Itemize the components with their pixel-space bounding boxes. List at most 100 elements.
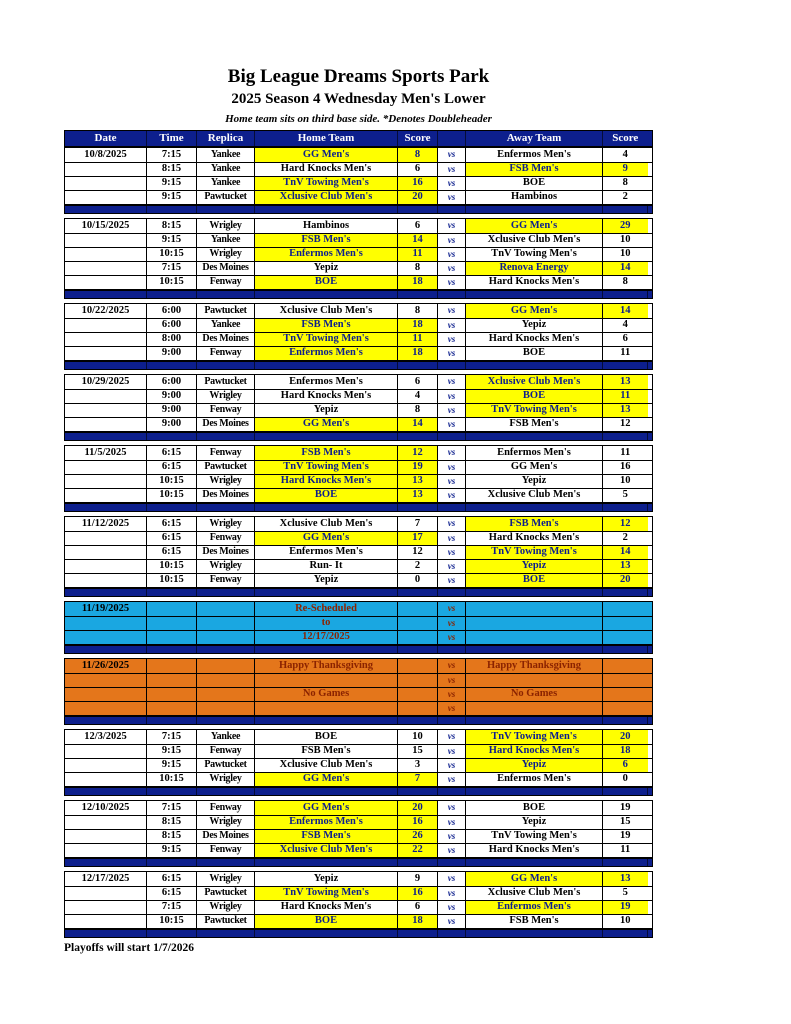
time-cell: 10:15 <box>147 573 197 587</box>
separator-cell <box>197 929 255 937</box>
separator-cell <box>466 205 603 213</box>
home-team-cell: GG Men's <box>255 772 398 786</box>
home-team-cell: TnV Towing Men's <box>255 176 398 190</box>
away-score-cell: 11 <box>620 844 631 856</box>
separator-inner <box>65 503 652 511</box>
away-team-cell: Enfermos Men's <box>466 900 603 914</box>
replica-label: Wrigley <box>209 872 242 884</box>
separator-cell <box>147 205 197 213</box>
time-cell: 9:00 <box>147 417 197 431</box>
date-cell: 11/12/2025 <box>65 516 147 531</box>
away-score-cell: 20 <box>603 729 648 744</box>
vs-cell: vs <box>438 147 466 162</box>
replica-cell: Fenway <box>197 843 255 857</box>
vs-cell: vs <box>438 914 466 928</box>
home-team-cell: Happy Thanksgiving <box>255 658 398 673</box>
vs-label: vs <box>447 773 456 784</box>
away-team-cell: Hard Knocks Men's <box>466 275 603 289</box>
separator-cell <box>466 588 603 596</box>
game-row: 9:15 Yankee FSB Men's 14 vs Xclusive Club Men… <box>65 232 652 247</box>
away-score-cell <box>603 617 648 630</box>
separator-cell <box>603 361 648 369</box>
home-team-cell: Hard Knocks Men's <box>255 900 398 914</box>
home-team-cell: Yepiz <box>255 871 398 886</box>
home-score-cell: 2 <box>398 559 438 573</box>
date-cell <box>65 701 147 715</box>
week-block: 11/26/2025 Happy Thanksgiving vs Happy Than… <box>64 657 653 716</box>
game-row: 8:15 Wrigley Enfermos Men's 16 vs Yepiz 15 <box>65 814 652 829</box>
vs-label: vs <box>447 234 456 245</box>
vs-label: vs <box>447 702 456 713</box>
away-team-cell <box>466 630 603 644</box>
notice-row: 12/17/2025 vs <box>65 629 652 644</box>
date-cell <box>65 545 147 559</box>
replica-cell: Wrigley <box>197 516 255 531</box>
week-block: 10/8/2025 7:15 Yankee GG Men's 8 vs Enfermos M… <box>64 146 653 205</box>
vs-cell: vs <box>438 162 466 176</box>
separator-cell <box>255 858 398 866</box>
vs-label: vs <box>447 163 456 174</box>
away-score-cell: 13 <box>603 871 648 886</box>
home-score-cell: 11 <box>398 332 438 346</box>
game-row: 9:15 Pawtucket Xclusive Club Men's 3 vs Yepiz… <box>65 757 652 772</box>
away-team-cell: Hard Knocks Men's <box>466 332 603 346</box>
game-row: 8:15 Yankee Hard Knocks Men's 6 vs FSB Men's 9 <box>65 161 652 176</box>
home-team-cell: Xclusive Club Men's <box>255 303 398 318</box>
time-cell <box>147 701 197 715</box>
vs-label: vs <box>447 887 456 898</box>
vs-cell: vs <box>438 218 466 233</box>
home-team-cell: to <box>255 616 398 630</box>
separator-inner <box>65 787 652 795</box>
separator-cell <box>438 588 466 596</box>
replica-label: Pawtucket <box>204 461 247 473</box>
separator-cell <box>438 929 466 937</box>
home-score-cell: 11 <box>398 247 438 261</box>
away-score-cell: 19 <box>620 801 631 813</box>
away-score-cell: 11 <box>603 389 648 403</box>
separator-cell <box>65 716 147 724</box>
column-home-score: Score <box>398 130 438 146</box>
replica-label: Fenway <box>209 276 242 288</box>
game-row: 11/5/2025 6:15 Fenway FSB Men's 12 vs Enfermos… <box>65 445 652 460</box>
week-block: 12/3/2025 7:15 Yankee BOE 10 vs TnV Towing Men… <box>64 728 653 787</box>
date-cell <box>65 758 147 772</box>
replica-label: Pawtucket <box>204 191 247 203</box>
vs-cell: vs <box>438 900 466 914</box>
vs-label: vs <box>447 830 456 841</box>
notice-row: 11/26/2025 Happy Thanksgiving vs Happy Than… <box>65 658 652 673</box>
separator-cell <box>398 929 438 937</box>
vs-cell: vs <box>438 403 466 417</box>
time-cell: 10:15 <box>147 474 197 488</box>
away-team-cell: GG Men's <box>466 303 603 318</box>
home-score-cell: 8 <box>398 303 438 318</box>
separator-cell <box>438 361 466 369</box>
vs-label: vs <box>447 660 456 671</box>
separator-row <box>64 289 653 299</box>
replica-cell: Yankee <box>197 147 255 162</box>
vs-label: vs <box>447 333 456 344</box>
replica-cell: Fenway <box>197 403 255 417</box>
home-team-cell: 12/17/2025 <box>255 630 398 644</box>
date-cell <box>65 162 147 176</box>
home-score-cell: 22 <box>398 843 438 857</box>
home-team-cell: GG Men's <box>255 417 398 431</box>
date-cell <box>65 559 147 573</box>
home-team-cell: FSB Men's <box>255 744 398 758</box>
game-row: 10:15 Des Moines BOE 13 vs Xclusive Club Men'… <box>65 487 652 502</box>
home-score-cell: 14 <box>398 233 438 247</box>
time-cell: 6:15 <box>147 516 197 531</box>
vs-label: vs <box>447 220 456 231</box>
vs-label: vs <box>447 631 456 642</box>
replica-label: Yankee <box>210 234 241 246</box>
replica-label: Yankee <box>210 730 241 742</box>
header-row: Date Time Replica Home Team Score Away Team Sc… <box>65 130 652 146</box>
separator-row <box>64 786 653 796</box>
replica-label: Fenway <box>209 446 242 458</box>
separator-cell <box>255 205 398 213</box>
game-row: 6:00 Yankee FSB Men's 18 vs Yepiz 4 <box>65 317 652 332</box>
separator-cell <box>65 929 147 937</box>
home-score-cell <box>398 701 438 715</box>
replica-label: Yankee <box>210 148 241 160</box>
replica-cell: Pawtucket <box>197 758 255 772</box>
time-cell: 10:15 <box>147 914 197 928</box>
